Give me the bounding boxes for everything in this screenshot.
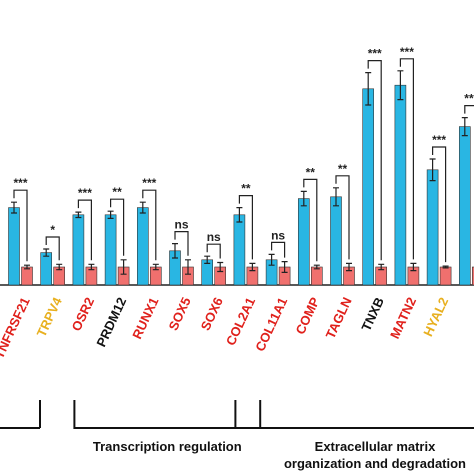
- significance-label: **: [112, 185, 122, 199]
- error-bar: [217, 261, 224, 273]
- error-bar: [268, 253, 275, 266]
- bar: [426, 169, 439, 286]
- x-tick-label: COL2A1: [223, 295, 258, 348]
- bar: [21, 266, 33, 286]
- significance-bracket: [206, 243, 221, 259]
- group-bracket: [234, 400, 474, 429]
- bar: [471, 266, 474, 286]
- significance-label: ***: [78, 186, 92, 200]
- x-tick-label: SOX5: [165, 295, 193, 333]
- error-bar: [185, 259, 191, 275]
- significance-label: ns: [207, 230, 221, 244]
- error-bar: [236, 207, 243, 223]
- error-bar: [313, 264, 320, 270]
- significance-bracket: [271, 241, 286, 258]
- x-tick-label: TRPV4: [34, 294, 66, 339]
- x-tick-label: RUNX1: [129, 295, 161, 341]
- bar: [233, 214, 246, 286]
- x-tick-label: TNXB: [358, 295, 387, 333]
- error-bar: [56, 263, 63, 271]
- error-bar: [397, 70, 404, 101]
- group-bracket: [73, 400, 262, 429]
- significance-label: ***: [432, 133, 446, 147]
- bar: [394, 84, 407, 286]
- significance-label: ns: [174, 218, 188, 232]
- significance-label: ns: [271, 228, 285, 242]
- error-bar: [204, 255, 211, 264]
- x-tick-label: PRDM12: [93, 295, 129, 349]
- error-bar: [88, 263, 95, 271]
- bar: [362, 88, 375, 286]
- significance-bracket: [238, 195, 253, 260]
- error-bar: [152, 263, 159, 271]
- significance-bracket: [335, 175, 350, 260]
- bar: [8, 207, 20, 286]
- significance-bracket: [142, 189, 157, 261]
- error-bar: [139, 201, 146, 214]
- bar: [297, 198, 310, 286]
- x-tick-label: TAGLN: [323, 295, 355, 341]
- significance-bracket: [77, 199, 92, 261]
- error-bar: [11, 201, 17, 214]
- error-bar: [43, 248, 50, 257]
- bar: [310, 266, 323, 286]
- x-tick-label: COL11A1: [252, 295, 290, 354]
- bar: [40, 252, 53, 286]
- significance-label: ***: [464, 92, 474, 106]
- x-tick-label: HYAL2: [420, 295, 451, 339]
- bar: [458, 126, 471, 286]
- error-bar: [300, 190, 307, 207]
- error-bar: [333, 187, 339, 207]
- error-bar: [75, 211, 82, 219]
- group-label: Transcription regulation: [93, 439, 242, 454]
- significance-label: ***: [368, 47, 382, 61]
- error-bar: [346, 262, 352, 272]
- significance-label: ***: [142, 176, 156, 190]
- significance-label: **: [306, 165, 316, 179]
- significance-bracket: [432, 146, 447, 263]
- significance-bracket: [464, 105, 474, 114]
- error-bar: [249, 262, 256, 272]
- bar: [137, 207, 149, 286]
- error-bar: [378, 263, 385, 271]
- error-bar: [172, 243, 178, 259]
- error-bar: [107, 210, 114, 219]
- significance-bracket: [303, 178, 318, 262]
- bar: [72, 214, 85, 286]
- x-tick-label: TNFRSF21: [0, 295, 33, 361]
- significance-label: **: [338, 162, 348, 176]
- x-tick-label: SOX6: [198, 295, 226, 333]
- error-bar: [281, 261, 288, 273]
- bar: [330, 196, 342, 286]
- significance-bracket: [174, 231, 189, 256]
- error-bar: [461, 117, 468, 137]
- significance-label: *: [50, 223, 55, 237]
- bar: [439, 266, 452, 286]
- significance-label: ***: [13, 176, 27, 190]
- significance-bracket: [110, 198, 125, 256]
- x-tick-label: OSR2: [69, 295, 98, 333]
- x-tick-label: MATN2: [387, 295, 419, 341]
- significance-label: ***: [400, 45, 414, 59]
- bar: [104, 214, 117, 286]
- significance-bracket: [367, 60, 382, 261]
- error-bar: [442, 265, 449, 269]
- error-bar: [410, 262, 417, 272]
- error-bar: [120, 259, 127, 275]
- significance-bracket: [13, 189, 28, 262]
- error-bar: [429, 158, 436, 182]
- error-bar: [24, 264, 30, 270]
- x-tick-label: COMP: [292, 295, 322, 337]
- significance-label: **: [241, 182, 251, 196]
- error-bar: [365, 72, 372, 106]
- significance-bracket: [45, 236, 60, 261]
- significance-bracket: [399, 58, 414, 260]
- group-label: Extracellular matrix organization and deg…: [284, 439, 466, 471]
